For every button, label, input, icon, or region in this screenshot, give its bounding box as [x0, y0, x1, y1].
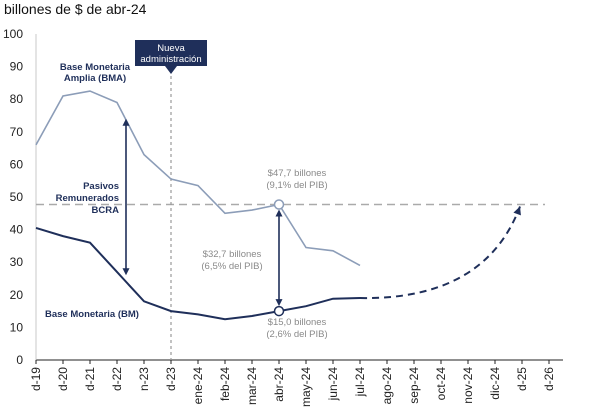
pasivos-value-label: (6,5% del PIB) — [201, 261, 262, 272]
x-tick-label: d-22 — [110, 367, 124, 391]
pasivos-value-label: $32,7 billones — [203, 249, 262, 260]
x-tick-label: d-20 — [56, 367, 70, 391]
pasivos-label: Pasivos — [83, 181, 119, 192]
bma-value-label: $47,7 billones — [268, 168, 327, 179]
x-tick-label: dic-24 — [488, 367, 502, 400]
x-tick-label: may-24 — [299, 367, 313, 407]
y-tick-label: 60 — [10, 157, 24, 171]
y-tick-label: 30 — [10, 255, 24, 269]
x-tick-label: d-21 — [83, 367, 97, 391]
x-tick-label: d-23 — [164, 367, 178, 391]
projection-line — [359, 206, 521, 300]
x-tick-label: oct-24 — [434, 367, 448, 401]
chart-title: billones de $ de abr-24 — [4, 1, 147, 17]
bm-label: Base Monetaria (BM) — [45, 309, 139, 320]
bma-label: Base Monetaria — [60, 62, 131, 73]
bma-value-label: (9,1% del PIB) — [266, 180, 327, 191]
x-tick-label: ago-24 — [380, 367, 394, 405]
pasivos-gap-arrowhead — [122, 268, 130, 276]
y-tick-label: 20 — [10, 288, 24, 302]
y-tick-label: 70 — [10, 125, 24, 139]
x-tick-label: d-25 — [515, 367, 529, 391]
y-tick-label: 10 — [10, 320, 24, 334]
x-tick-label: n-23 — [137, 367, 151, 391]
bma-series-line — [35, 90, 361, 267]
abr-24-gap-arrowhead — [275, 209, 283, 217]
x-tick-label: d-19 — [29, 367, 43, 391]
bma-marker — [273, 199, 285, 210]
y-tick-label: 90 — [10, 60, 24, 74]
bm-value-label: $15,0 billones — [268, 317, 327, 328]
abr-24-gap-arrowhead — [275, 299, 283, 307]
nueva-administracion-label: Nueva — [157, 43, 185, 54]
nueva-administracion-label: administración — [140, 54, 201, 65]
y-tick-label: 80 — [10, 92, 24, 106]
x-tick-label: feb-24 — [218, 367, 232, 401]
x-tick-label: d-26 — [542, 367, 556, 391]
x-tick-label: sep-24 — [407, 367, 421, 404]
projection-arrowhead — [513, 206, 521, 216]
x-tick-label: mar-24 — [245, 367, 259, 405]
x-tick-label: abr-24 — [272, 367, 286, 402]
x-tick-label: ene-24 — [191, 367, 205, 405]
x-tick-label: jun-24 — [326, 367, 340, 402]
x-tick-label: nov-24 — [461, 367, 475, 404]
y-tick-label: 40 — [10, 223, 24, 237]
nueva-administracion-callout — [135, 40, 207, 74]
y-tick-label: 0 — [16, 353, 23, 367]
bm-series-line — [35, 227, 361, 321]
pasivos-gap-arrowhead — [122, 118, 130, 126]
pasivos-label: Remunerados — [56, 193, 119, 204]
y-tick-label: 100 — [3, 27, 23, 41]
x-tick-label: jul-24 — [353, 367, 367, 398]
bm-marker — [273, 305, 285, 317]
bma-label: Amplia (BMA) — [64, 73, 126, 84]
bm-value-label: (2,6% del PIB) — [266, 329, 327, 340]
y-tick-label: 50 — [10, 190, 24, 204]
pasivos-label: BCRA — [92, 205, 120, 216]
